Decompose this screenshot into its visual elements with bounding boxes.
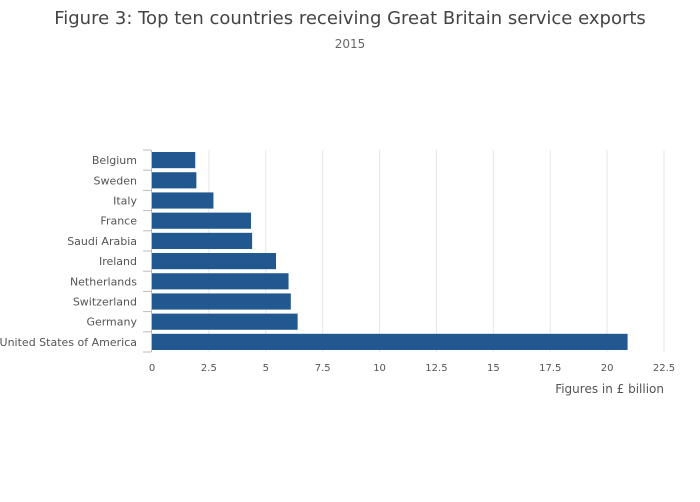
- bar[interactable]: [152, 313, 298, 330]
- y-tick-label: Germany: [86, 316, 137, 329]
- bar[interactable]: [152, 212, 251, 229]
- bar[interactable]: [152, 232, 253, 249]
- x-tick-label: 15: [487, 363, 500, 374]
- y-tick-label: Italy: [113, 195, 137, 208]
- y-tick-label: United States of America: [0, 336, 137, 349]
- bar[interactable]: [152, 253, 277, 270]
- x-tick-label: 5: [263, 363, 269, 374]
- x-tick-label: 22.5: [653, 363, 675, 374]
- x-tick-label: 10: [373, 363, 386, 374]
- x-axis-title: Figures in £ billion: [555, 382, 664, 396]
- x-tick-label: 2.5: [201, 363, 217, 374]
- y-tick-label: Saudi Arabia: [67, 235, 137, 248]
- y-tick-label: Netherlands: [70, 275, 137, 288]
- y-tick-label: Sweden: [94, 174, 137, 187]
- x-tick-label: 0: [149, 363, 155, 374]
- chart-title: Figure 3: Top ten countries receiving Gr…: [54, 8, 646, 29]
- bar[interactable]: [152, 152, 196, 169]
- x-tick-label: 17.5: [539, 363, 561, 374]
- y-tick-label: Belgium: [92, 154, 137, 167]
- bar[interactable]: [152, 192, 214, 209]
- bar[interactable]: [152, 333, 628, 350]
- chart-subtitle: 2015: [335, 37, 366, 51]
- bar[interactable]: [152, 172, 197, 189]
- y-tick-label: France: [100, 215, 137, 228]
- x-tick-label: 20: [601, 363, 614, 374]
- bar[interactable]: [152, 293, 291, 310]
- x-tick-label: 12.5: [425, 363, 447, 374]
- gridlines: [208, 150, 665, 352]
- bars: [152, 152, 628, 350]
- y-tick-label: Switzerland: [73, 296, 137, 309]
- axes: 0 2.5 5 7.5 10 12.5 15 17.5 20 22.5 Belgium Sweden I…: [0, 149, 675, 374]
- y-tick-label: Ireland: [99, 255, 137, 268]
- x-tick-label: 7.5: [315, 363, 331, 374]
- bar[interactable]: [152, 273, 289, 290]
